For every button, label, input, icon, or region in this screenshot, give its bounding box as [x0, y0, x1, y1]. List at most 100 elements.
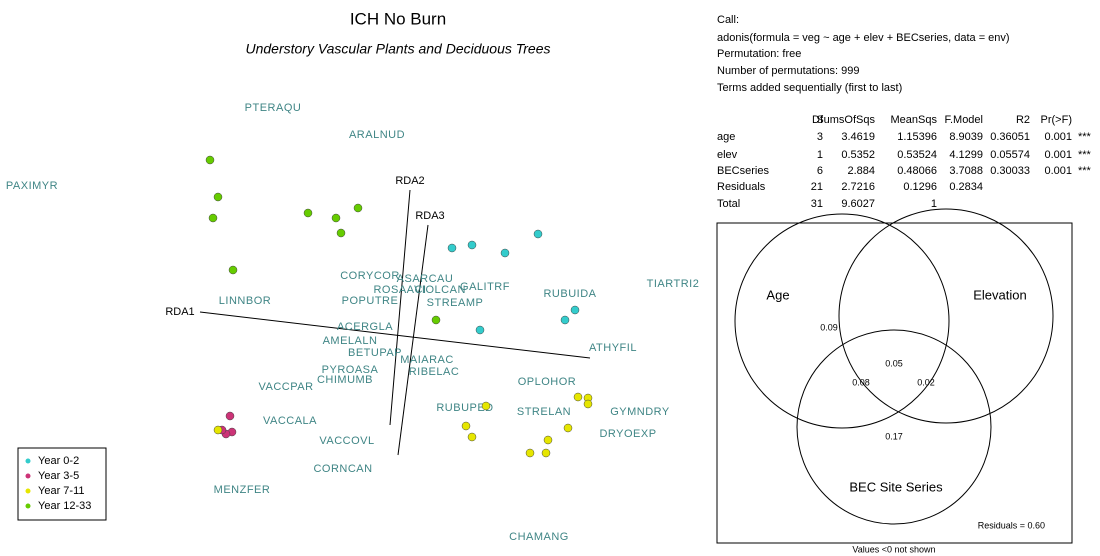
species-label: TIARTRI2 [647, 278, 700, 290]
table-cell: 0.53524 [897, 149, 937, 161]
sample-point [525, 448, 535, 458]
species-label: ROSAACI [373, 284, 426, 296]
species-label: RUBUPED [436, 402, 493, 414]
table-cell: 0.2834 [949, 181, 983, 193]
venn-set-label: BEC Site Series [849, 479, 943, 494]
species-label: PAXIMYR [6, 180, 58, 192]
title: ICH No Burn [350, 9, 446, 28]
table-cell: BECseries [717, 165, 769, 177]
species-label: BETUPAP [348, 347, 402, 359]
venn-region-value: 0.02 [917, 377, 935, 387]
species-label: VACCPAR [258, 381, 313, 393]
sample-point [447, 243, 457, 253]
legend-marker [25, 458, 31, 464]
species-label: VIOLCAN [414, 284, 466, 296]
venn-circle [838, 208, 1054, 424]
table-header: SumsOfSqs [816, 114, 875, 126]
table-header: F.Model [944, 114, 983, 126]
table-cell: 2.884 [847, 165, 875, 177]
sample-point [570, 305, 580, 315]
species-label: MAIARAC [400, 354, 454, 366]
call-line: Terms added sequentially (first to last) [717, 82, 902, 94]
venn-region-value: 0.08 [852, 377, 870, 387]
legend-label: Year 0-2 [38, 455, 79, 467]
axis-label: RDA3 [415, 210, 444, 222]
call-line: adonis(formula = veg ~ age + elev + BECs… [717, 32, 1010, 44]
species-label: VACCALA [263, 415, 317, 427]
species-label: AMELALN [323, 335, 378, 347]
species-label: CORNCAN [313, 463, 372, 475]
table-cell: 1 [931, 198, 937, 210]
table-cell: 1.15396 [897, 131, 937, 143]
species-label: STREAMP [427, 297, 484, 309]
species-label: CHAMANG [509, 531, 569, 543]
legend-label: Year 7-11 [38, 485, 84, 497]
species-label: PTERAQU [245, 102, 302, 114]
axis-label: RDA2 [395, 175, 424, 187]
axis-rda2 [389, 189, 411, 426]
sample-point [336, 228, 346, 238]
sample-point [563, 423, 573, 433]
table-cell: *** [1078, 131, 1092, 143]
subtitle: Understory Vascular Plants and Deciduous… [245, 41, 550, 57]
table-cell: 0.36051 [990, 131, 1030, 143]
table-cell: Total [717, 198, 740, 210]
species-label: DRYOEXP [599, 428, 656, 440]
species-label: RIBELAC [409, 366, 460, 378]
sample-point [533, 229, 543, 239]
sample-point [541, 448, 551, 458]
table-cell: elev [717, 149, 738, 161]
venn-note: Values <0 not shown [852, 544, 935, 554]
species-label: ASARCAU [397, 273, 454, 285]
species-label: POPUTRE [342, 295, 399, 307]
species-label: VACCOVL [319, 435, 374, 447]
species-label: LINNBOR [219, 295, 271, 307]
sample-point [303, 208, 313, 218]
sample-point [225, 411, 235, 421]
table-cell: Residuals [717, 181, 766, 193]
sample-point [353, 203, 363, 213]
sample-point [228, 265, 238, 275]
table-cell: 2.7216 [841, 181, 875, 193]
table-cell: *** [1078, 149, 1092, 161]
table-cell: 6 [817, 165, 823, 177]
sample-point [213, 192, 223, 202]
venn-set-label: Elevation [973, 287, 1026, 302]
sample-point [331, 213, 341, 223]
table-cell: 3.7088 [949, 165, 983, 177]
axis-rda1 [199, 311, 591, 359]
legend-marker [25, 473, 31, 479]
venn-region-value: 0.05 [885, 358, 903, 368]
species-label: GALITRF [460, 281, 510, 293]
table-cell: 3 [817, 131, 823, 143]
table-cell: 0.30033 [990, 165, 1030, 177]
venn-set-label: Age [766, 287, 789, 302]
sample-point [467, 432, 477, 442]
species-label: CORYCOR [340, 270, 400, 282]
sample-point [560, 315, 570, 325]
sample-point [573, 392, 583, 402]
sample-point [208, 213, 218, 223]
table-cell: 9.6027 [841, 198, 875, 210]
legend-label: Year 12-33 [38, 500, 91, 512]
venn-region-value: 0.09 [820, 322, 838, 332]
sample-point [481, 401, 491, 411]
venn-circle [796, 329, 992, 525]
species-label: ACERGLA [337, 321, 393, 333]
table-cell: age [717, 131, 735, 143]
species-label: RUBUIDA [543, 288, 596, 300]
venn-box [716, 222, 1073, 544]
legend-box [17, 447, 107, 521]
table-cell: 0.001 [1044, 131, 1072, 143]
table-cell: 31 [811, 198, 823, 210]
species-label: ARALNUD [349, 129, 405, 141]
sample-point [543, 435, 553, 445]
sample-point [461, 421, 471, 431]
sample-point [431, 315, 441, 325]
species-label: PYROASA [322, 364, 379, 376]
table-header: R2 [1016, 114, 1030, 126]
table-cell: 1 [817, 149, 823, 161]
table-cell: 0.1296 [903, 181, 937, 193]
axis-label: RDA1 [165, 306, 194, 318]
